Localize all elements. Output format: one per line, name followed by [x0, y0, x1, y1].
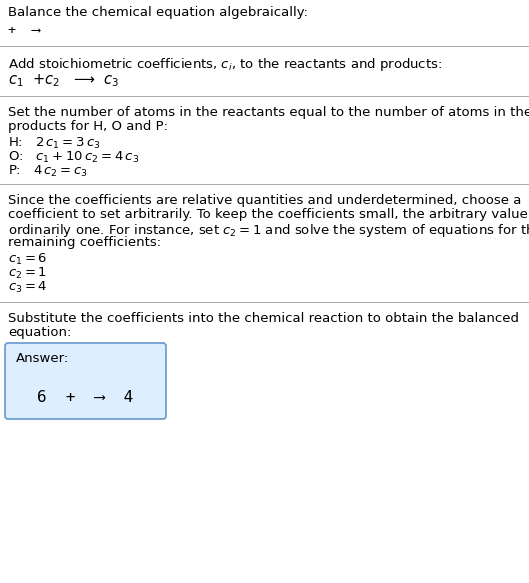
Text: +  ⟶: + ⟶ — [8, 24, 40, 37]
Text: Substitute the coefficients into the chemical reaction to obtain the balanced: Substitute the coefficients into the che… — [8, 312, 519, 325]
Text: Since the coefficients are relative quantities and underdetermined, choose a: Since the coefficients are relative quan… — [8, 194, 522, 207]
Text: $c_2 = 1$: $c_2 = 1$ — [8, 266, 47, 281]
Text: equation:: equation: — [8, 326, 71, 339]
Text: Add stoichiometric coefficients, $c_i$, to the reactants and products:: Add stoichiometric coefficients, $c_i$, … — [8, 56, 442, 73]
Text: Answer:: Answer: — [16, 352, 69, 365]
Text: remaining coefficients:: remaining coefficients: — [8, 236, 161, 249]
Text: $c_1 = 6$: $c_1 = 6$ — [8, 252, 47, 267]
Text: 6  +  ⟶  4: 6 + ⟶ 4 — [38, 390, 134, 405]
Text: products for H, O and P:: products for H, O and P: — [8, 120, 168, 133]
Text: $c_1$  +$c_2$   ⟶  $c_3$: $c_1$ +$c_2$ ⟶ $c_3$ — [8, 72, 120, 89]
Text: O:   $c_1 + 10\,c_2 = 4\,c_3$: O: $c_1 + 10\,c_2 = 4\,c_3$ — [8, 150, 139, 165]
Text: Balance the chemical equation algebraically:: Balance the chemical equation algebraica… — [8, 6, 308, 19]
FancyBboxPatch shape — [5, 343, 166, 419]
Text: H:   $2\,c_1 = 3\,c_3$: H: $2\,c_1 = 3\,c_3$ — [8, 136, 101, 151]
Text: Set the number of atoms in the reactants equal to the number of atoms in the: Set the number of atoms in the reactants… — [8, 106, 529, 119]
Text: coefficient to set arbitrarily. To keep the coefficients small, the arbitrary va: coefficient to set arbitrarily. To keep … — [8, 208, 529, 221]
Text: P:   $4\,c_2 = c_3$: P: $4\,c_2 = c_3$ — [8, 164, 88, 179]
Text: $c_3 = 4$: $c_3 = 4$ — [8, 280, 48, 295]
Text: ordinarily one. For instance, set $c_2 = 1$ and solve the system of equations fo: ordinarily one. For instance, set $c_2 =… — [8, 222, 529, 239]
